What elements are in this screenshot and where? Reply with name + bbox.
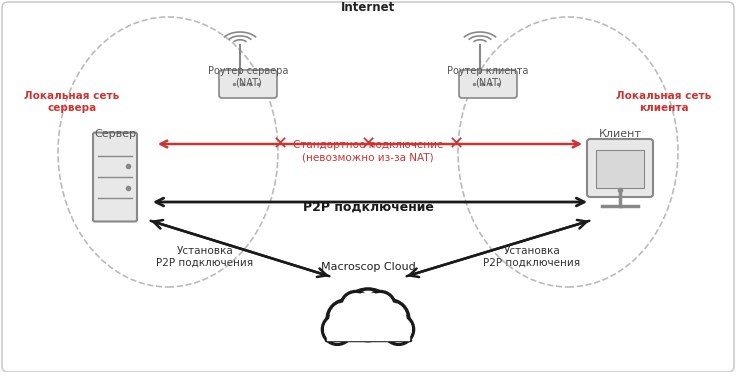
Circle shape [328,300,365,338]
Circle shape [325,317,350,342]
Text: Локальная сеть
сервера: Локальная сеть сервера [24,91,120,113]
FancyBboxPatch shape [219,70,277,98]
Bar [328,327,408,340]
Circle shape [322,314,353,344]
FancyBboxPatch shape [587,139,653,197]
Text: ✕: ✕ [272,135,288,153]
Circle shape [383,314,414,344]
Text: Клиент: Клиент [598,129,642,139]
FancyBboxPatch shape [596,150,644,188]
Text: Локальная сеть
клиента: Локальная сеть клиента [616,91,712,113]
Circle shape [330,303,362,335]
Text: ✕: ✕ [448,135,464,153]
Circle shape [371,300,408,338]
Text: P2P подключение: P2P подключение [302,201,434,214]
Circle shape [367,294,393,319]
Bar [326,333,410,342]
Text: Установка
P2P подключения: Установка P2P подключения [484,246,581,268]
Circle shape [386,317,411,342]
Circle shape [374,303,406,335]
Text: Сервер: Сервер [94,129,136,139]
Text: Роутер сервера
(NAT): Роутер сервера (NAT) [208,66,289,87]
Circle shape [342,289,394,341]
Text: Стандартное подключение
(невозможно из-за NAT): Стандартное подключение (невозможно из-з… [293,140,443,162]
Text: Macroscop Cloud: Macroscop Cloud [321,262,415,272]
Circle shape [365,292,395,321]
Circle shape [341,292,371,321]
Text: Роутер клиента
(NAT): Роутер клиента (NAT) [447,66,528,87]
FancyBboxPatch shape [459,70,517,98]
Circle shape [343,294,369,319]
FancyBboxPatch shape [93,132,137,221]
Text: ✕: ✕ [361,135,375,153]
Text: Internet: Internet [341,1,395,14]
Text: Установка
P2P подключения: Установка P2P подключения [157,246,254,268]
Circle shape [346,293,390,337]
